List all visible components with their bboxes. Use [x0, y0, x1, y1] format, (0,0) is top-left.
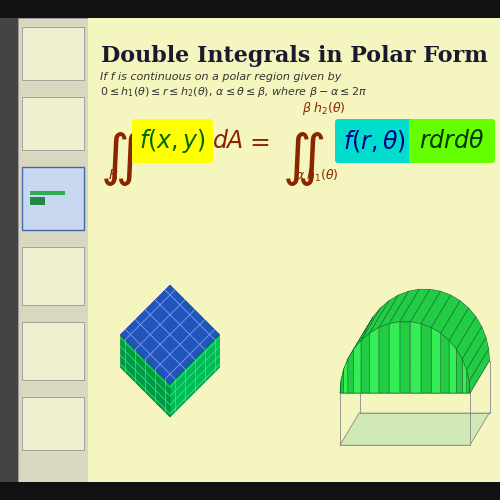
Polygon shape: [466, 338, 488, 381]
Polygon shape: [462, 326, 486, 370]
Bar: [22, 397, 84, 450]
Polygon shape: [440, 333, 449, 393]
Bar: [22, 322, 84, 380]
Polygon shape: [410, 289, 440, 324]
Polygon shape: [341, 370, 344, 393]
Polygon shape: [361, 333, 370, 393]
Polygon shape: [348, 316, 373, 359]
Polygon shape: [370, 295, 398, 333]
Polygon shape: [120, 334, 170, 417]
Polygon shape: [340, 348, 360, 393]
Text: If f is continuous on a polar region given by: If f is continuous on a polar region giv…: [100, 72, 342, 82]
Polygon shape: [340, 412, 490, 445]
Polygon shape: [456, 316, 481, 359]
Text: $rdrd\theta$: $rdrd\theta$: [420, 129, 484, 153]
Bar: [0, 0, 500, 18]
Polygon shape: [379, 324, 389, 393]
Polygon shape: [370, 328, 379, 393]
Bar: [0, 482, 500, 500]
Polygon shape: [354, 308, 380, 349]
FancyBboxPatch shape: [409, 119, 495, 163]
Bar: [22, 167, 84, 230]
Polygon shape: [361, 300, 389, 341]
Text: $R$: $R$: [108, 168, 118, 182]
Polygon shape: [469, 348, 490, 393]
Polygon shape: [344, 359, 348, 393]
Bar: [22, 167, 84, 230]
Polygon shape: [341, 338, 363, 381]
Text: $0 \leq h_1(\theta) \leq r \leq h_2(\theta),\, \alpha\leq \theta \leq \beta$, wh: $0 \leq h_1(\theta) \leq r \leq h_2(\the…: [100, 85, 367, 99]
Polygon shape: [410, 322, 421, 393]
Polygon shape: [440, 300, 468, 341]
Polygon shape: [120, 285, 220, 384]
Polygon shape: [466, 370, 469, 393]
Bar: [18, 18, 88, 482]
Polygon shape: [449, 340, 456, 393]
Text: $=$: $=$: [246, 129, 270, 153]
Text: $\beta\;h_2(\theta)$: $\beta\;h_2(\theta)$: [302, 100, 346, 117]
Bar: [22, 97, 84, 150]
Bar: [22, 247, 84, 305]
Text: $\alpha\;h_1(\theta)$: $\alpha\;h_1(\theta)$: [295, 168, 339, 184]
Bar: [0, 0, 18, 500]
Polygon shape: [389, 322, 400, 393]
Polygon shape: [400, 322, 410, 393]
Polygon shape: [431, 295, 460, 333]
Text: Double Integrals in Polar Form: Double Integrals in Polar Form: [100, 45, 488, 67]
Bar: [30, 191, 65, 195]
Polygon shape: [389, 289, 419, 324]
Polygon shape: [421, 324, 431, 393]
Polygon shape: [400, 289, 430, 322]
Polygon shape: [348, 349, 354, 393]
Text: $dA$: $dA$: [212, 129, 244, 153]
Bar: [88, 18, 500, 482]
Text: $\iint$: $\iint$: [100, 130, 142, 188]
Polygon shape: [421, 291, 450, 328]
FancyBboxPatch shape: [335, 119, 413, 163]
Bar: [22, 27, 84, 80]
Bar: [30, 197, 45, 205]
Polygon shape: [170, 334, 220, 417]
Polygon shape: [431, 328, 440, 393]
Polygon shape: [344, 326, 367, 370]
Text: $f(r,\theta)$: $f(r,\theta)$: [342, 128, 406, 154]
Polygon shape: [379, 291, 408, 328]
Polygon shape: [469, 381, 470, 393]
Polygon shape: [340, 381, 341, 393]
Polygon shape: [449, 308, 476, 349]
Polygon shape: [462, 359, 466, 393]
Polygon shape: [456, 349, 462, 393]
Text: $f(x,y)$: $f(x,y)$: [138, 127, 205, 155]
Text: $\iint$: $\iint$: [282, 130, 325, 188]
FancyBboxPatch shape: [132, 119, 213, 163]
Polygon shape: [354, 340, 361, 393]
